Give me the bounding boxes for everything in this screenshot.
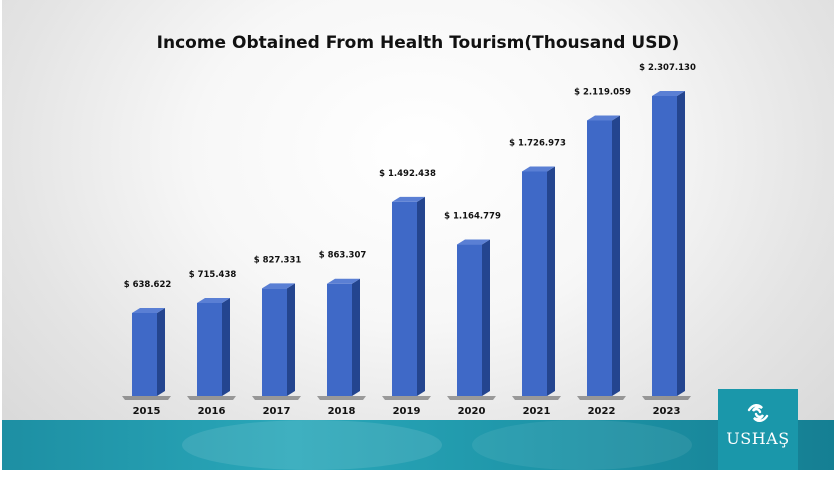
x-tick-label: 2020 [458,406,486,417]
x-tick-label: 2017 [263,406,291,417]
bar [522,171,547,396]
bar-side [222,297,230,396]
bar-top [132,307,165,313]
bar-top [587,115,620,121]
bar [262,288,287,396]
bar [392,201,417,396]
bar-side [352,278,360,396]
band-wave-decoration [182,420,442,470]
data-label: $ 715.438 [189,270,237,280]
data-label: $ 638.622 [124,280,172,290]
x-axis-labels: 2015 2016 2017 2018 2019 2020 2021 2022 2023 [133,406,681,417]
value-labels: $ 638.622 $ 715.438 $ 827.331 $ 863.307 $ 1.… [124,63,696,290]
x-tick-label: 2023 [653,406,681,417]
bar-shadow [642,396,691,400]
x-tick-label: 2015 [133,406,161,417]
data-label: $ 863.307 [319,251,367,261]
bar-top [652,91,685,96]
data-label: $ 827.331 [254,255,302,265]
bar-side [547,166,555,396]
bar [652,96,677,396]
x-tick-label: 2016 [198,406,226,417]
bar-top [197,297,230,303]
band-wave-decoration [472,420,692,470]
bar-shadow [447,396,496,400]
bar-shadow [577,396,626,400]
bar-top [522,166,555,172]
data-label: $ 2.119.059 [574,87,631,97]
bar-shadows [122,396,691,400]
bar-top [327,278,360,284]
brand-name: USHAŞ [726,429,790,448]
bar-side [287,283,295,396]
bar [132,312,157,396]
bar-shadow [122,396,171,400]
x-tick-label: 2021 [523,406,551,417]
bar-shadow [317,396,366,400]
bar [197,302,222,396]
bar-side [612,115,620,396]
bar-side [482,239,490,396]
bar-shadow [187,396,236,400]
data-label: $ 1.492.438 [379,169,436,179]
footer-band [2,420,834,470]
bars [132,91,685,396]
bar-top [262,283,295,289]
bar [327,283,352,396]
x-tick-label: 2022 [588,406,616,417]
x-tick-label: 2019 [393,406,421,417]
bar-top [392,196,425,202]
data-label: $ 1.164.779 [444,212,501,222]
chart-title: Income Obtained From Health Tourism(Thou… [156,33,680,53]
ushas-wave-logo-icon [747,404,769,422]
bar-side [677,91,685,396]
data-label: $ 2.307.130 [639,63,696,73]
bar [587,120,612,396]
data-label: $ 1.726.973 [509,138,566,148]
bar [457,244,482,396]
bar-shadow [512,396,561,400]
bar-shadow [382,396,431,400]
bar-side [157,307,165,396]
bar-top [457,239,490,245]
bar-shadow [252,396,301,400]
x-tick-label: 2018 [328,406,356,417]
ushas-logo: USHAŞ [718,389,798,470]
bar-side [417,196,425,396]
